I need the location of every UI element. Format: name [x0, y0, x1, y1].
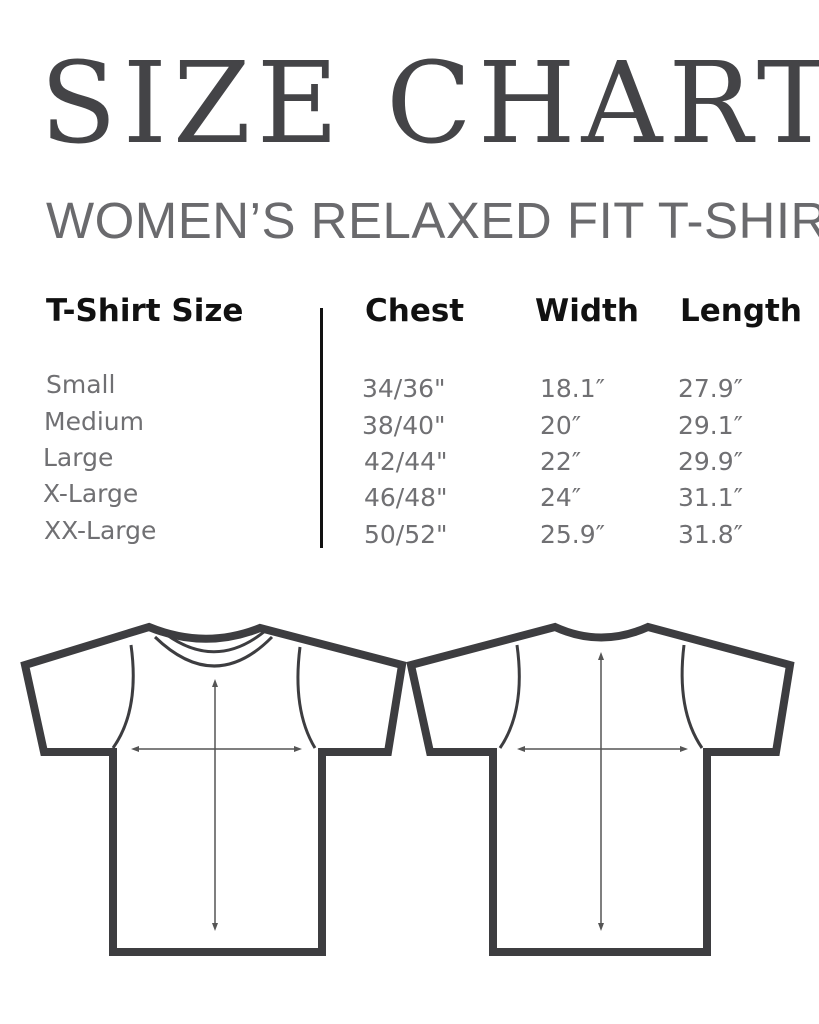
cell-width: 18.1″	[540, 374, 606, 403]
cell-length: 27.9″	[678, 374, 744, 403]
header-width: Width	[535, 293, 639, 329]
cell-size: Large	[43, 443, 114, 472]
cell-chest: 34/36"	[362, 374, 446, 403]
header-chest: Chest	[365, 293, 465, 329]
width-arrow-front	[131, 746, 302, 752]
cell-length: 31.1″	[678, 483, 744, 512]
cell-size: Small	[46, 370, 116, 399]
cell-width: 25.9″	[540, 520, 606, 549]
cell-width: 22″	[540, 447, 582, 476]
cell-chest: 42/44"	[364, 447, 448, 476]
page-subtitle: WOMEN’S RELAXED FIT T-SHIRT	[46, 192, 819, 249]
length-arrow-front	[212, 679, 218, 931]
cell-size: XX-Large	[44, 516, 157, 545]
cell-size: X-Large	[43, 479, 139, 508]
cell-chest: 50/52"	[364, 520, 448, 549]
cell-width: 24″	[540, 483, 582, 512]
cell-width: 20″	[540, 411, 582, 440]
width-arrow-back	[517, 746, 688, 752]
length-arrow-back	[598, 652, 604, 931]
cell-size: Medium	[44, 407, 144, 436]
header-length: Length	[680, 293, 802, 329]
cell-length: 29.1″	[678, 411, 744, 440]
cell-length: 29.9″	[678, 447, 744, 476]
cell-length: 31.8″	[678, 520, 744, 549]
cell-chest: 38/40"	[362, 411, 446, 440]
page-title: SIZE CHART	[40, 39, 819, 169]
tshirt-front-icon	[20, 622, 407, 956]
header-size: T-Shirt Size	[46, 293, 244, 329]
cell-chest: 46/48"	[364, 483, 448, 512]
column-divider	[320, 308, 323, 548]
